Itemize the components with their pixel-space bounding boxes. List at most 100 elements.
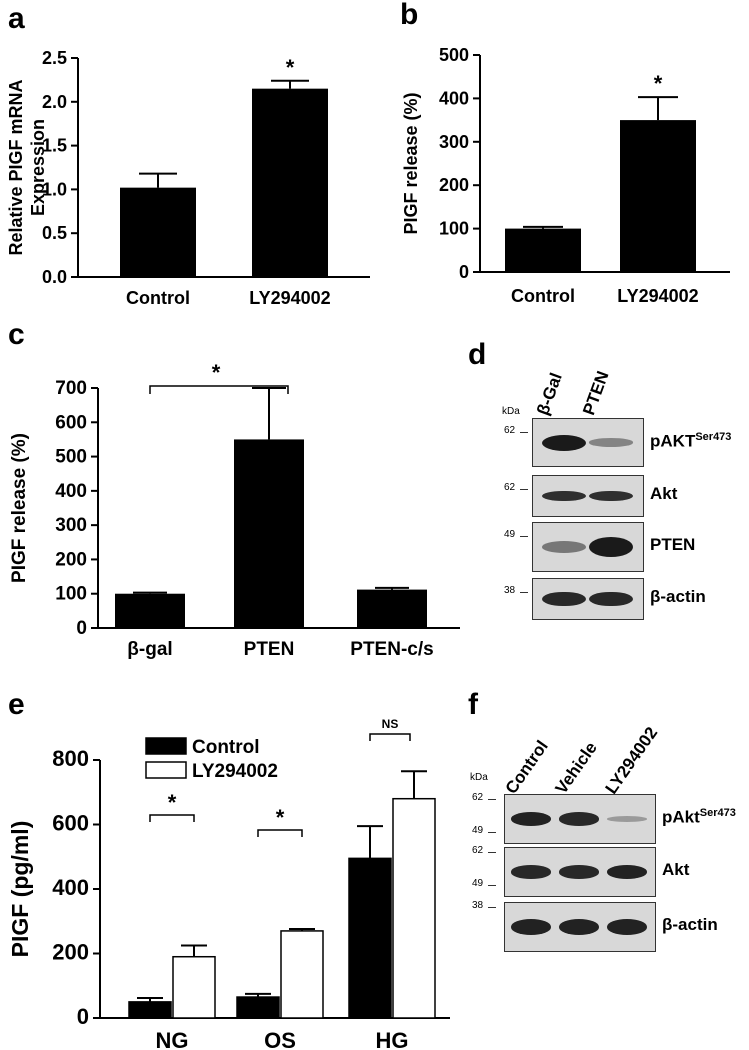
y-tick-label: 700 [55, 378, 87, 399]
legend-label: Control [192, 737, 260, 758]
x-tick-label: LY294002 [249, 288, 330, 308]
protein-band [607, 919, 647, 935]
lane-label: Control [501, 737, 552, 798]
protein-band [589, 438, 633, 447]
x-tick-label: OS [264, 1028, 296, 1050]
legend-label: LY294002 [192, 761, 278, 782]
mw-tick [488, 799, 496, 800]
x-tick-label: β-gal [127, 639, 172, 660]
protein-band [511, 919, 551, 935]
significance-bracket [369, 733, 411, 741]
y-tick-label: 200 [55, 549, 87, 570]
significance-bracket [257, 829, 303, 837]
mw-tick [520, 592, 528, 593]
blot-row-label-sup: Ser473 [695, 430, 732, 443]
protein-band [607, 865, 647, 879]
western-blot-d: kDa β-Gal PTEN pAKTSer473 62 Akt 62 PTEN 49 β-… [470, 350, 749, 670]
y-axis-label: Relative PIGF mRNA [6, 79, 26, 255]
mw-marker: 62 [472, 845, 484, 856]
blot-strip [532, 475, 644, 517]
bar [280, 930, 324, 1019]
x-tick-label: LY294002 [617, 286, 698, 306]
protein-band [559, 812, 599, 826]
bar [348, 857, 392, 1019]
bar [234, 439, 304, 628]
blot-row-label: pAktSer473 [662, 807, 736, 827]
bar [115, 593, 185, 628]
y-tick-label: 400 [52, 875, 89, 900]
bar [172, 955, 216, 1019]
mw-marker: 62 [504, 425, 516, 436]
y-axis-label: Expression [28, 119, 48, 216]
protein-band [542, 434, 586, 451]
mw-marker: 49 [472, 878, 484, 889]
bar [252, 88, 328, 277]
x-tick-label: Control [126, 288, 190, 308]
bar [620, 120, 696, 272]
protein-band [559, 919, 599, 935]
blot-strip [532, 418, 644, 467]
lane-label: β-Gal [533, 370, 566, 418]
panel-letter-a: a [8, 2, 25, 35]
y-axis-label: PIGF release (%) [9, 433, 30, 583]
mw-marker: 38 [472, 900, 484, 911]
x-tick-label: PTEN-c/s [350, 639, 433, 660]
significance-bracket [149, 385, 289, 394]
blot-strip [504, 847, 656, 897]
kda-label: kDa [502, 406, 520, 417]
y-tick-label: 1.5 [42, 136, 67, 156]
y-tick-label: 100 [439, 219, 469, 239]
y-tick-label: 0 [76, 618, 87, 639]
bar [120, 187, 196, 277]
y-tick-label: 2.5 [42, 48, 67, 68]
panel-letter-b: b [400, 0, 419, 31]
mw-tick [520, 536, 528, 537]
y-tick-label: 200 [439, 175, 469, 195]
x-tick-label: Control [511, 286, 575, 306]
significance-star: * [286, 55, 295, 80]
y-tick-label: 600 [52, 811, 89, 836]
y-tick-label: 1.0 [42, 179, 67, 199]
mw-marker: 62 [472, 792, 484, 803]
bar [236, 996, 280, 1019]
mw-tick [520, 432, 528, 433]
mw-tick [488, 907, 496, 908]
y-axis-label: PIGF release (%) [401, 92, 421, 234]
y-tick-label: 500 [55, 447, 87, 468]
blot-row-label: pAKTSer473 [650, 430, 732, 451]
protein-band [511, 865, 551, 879]
lane-label: PTEN [579, 368, 613, 418]
chart-e: 0 200 400 600 800 PIGF (pg/ml) NG OS HG * * NS Contr… [7, 717, 450, 1050]
mw-tick [488, 885, 496, 886]
blot-row-label: PTEN [650, 535, 696, 554]
protein-band [542, 591, 586, 607]
panel-letter-e: e [8, 688, 25, 721]
protein-band [589, 591, 633, 607]
bar [357, 589, 427, 628]
y-tick-label: 400 [439, 88, 469, 108]
x-tick-label: NG [156, 1028, 189, 1050]
protein-band [511, 812, 551, 826]
protein-band [542, 490, 586, 502]
y-tick-label: 0.0 [42, 267, 67, 287]
blot-strip [532, 522, 644, 572]
mw-marker: 38 [504, 585, 516, 596]
protein-band [542, 541, 586, 553]
y-tick-label: 100 [55, 584, 87, 605]
significance-label: NS [382, 717, 399, 731]
significance-star: * [654, 71, 663, 96]
legend-swatch [145, 737, 187, 755]
y-tick-label: 0.5 [42, 223, 67, 243]
lane-label: LY294002 [601, 723, 662, 798]
y-tick-label: 300 [55, 515, 87, 536]
significance-label: * [276, 805, 285, 830]
significance-star: * [212, 360, 221, 385]
y-tick-label: 300 [439, 132, 469, 152]
chart-a: 0.0 0.5 1.0 1.5 2.0 2.5 Relative PIGF mRNA Expr… [6, 48, 370, 308]
mw-tick [488, 852, 496, 853]
blot-row-label-sup: Ser473 [699, 807, 736, 819]
bar [128, 1001, 172, 1019]
protein-band [559, 865, 599, 879]
lane-label: Vehicle [551, 738, 601, 798]
x-tick-label: HG [376, 1028, 409, 1050]
